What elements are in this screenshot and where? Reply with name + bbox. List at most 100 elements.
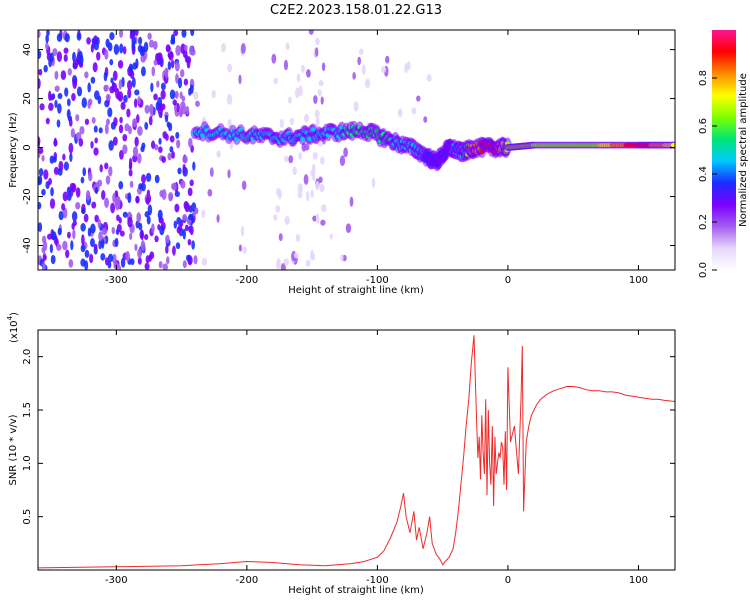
noise-blob xyxy=(141,142,146,150)
noise-blob xyxy=(71,222,75,230)
spectrogram-signal-track xyxy=(190,120,675,172)
noise-blob xyxy=(283,155,289,163)
noise-blob xyxy=(103,84,108,92)
noise-blob xyxy=(310,169,316,177)
noise-blob xyxy=(62,207,68,219)
noise-blob xyxy=(158,137,162,145)
noise-blob xyxy=(352,72,356,80)
spectrogram-y-label: Frequency (Hz) xyxy=(8,112,19,188)
noise-blob xyxy=(158,146,163,153)
noise-blob xyxy=(79,126,85,135)
snr-y-tick-label: 0.5 xyxy=(22,509,33,525)
noise-blob xyxy=(42,254,47,261)
noise-blob xyxy=(178,106,184,116)
noise-blob xyxy=(195,100,200,107)
snr-x-tick-label: -300 xyxy=(105,575,128,586)
noise-blob xyxy=(58,210,64,221)
noise-blob xyxy=(157,96,163,108)
noise-blob xyxy=(171,182,177,191)
noise-blob xyxy=(186,59,191,69)
noise-blob xyxy=(275,188,281,197)
noise-blob xyxy=(107,42,113,52)
noise-blob xyxy=(188,87,192,96)
noise-blob xyxy=(315,213,320,224)
noise-blob xyxy=(76,86,83,97)
noise-blob xyxy=(157,105,164,116)
noise-blob xyxy=(300,64,305,74)
noise-blob xyxy=(308,30,314,35)
noise-blob xyxy=(98,239,102,250)
noise-blob xyxy=(292,166,297,176)
noise-blob xyxy=(184,224,189,232)
noise-blob xyxy=(182,213,188,221)
noise-blob xyxy=(121,76,125,88)
spectrogram-noise xyxy=(38,30,432,270)
noise-blob xyxy=(38,168,44,177)
noise-blob xyxy=(172,245,176,256)
noise-blob xyxy=(138,183,143,190)
noise-blob xyxy=(118,124,124,134)
noise-blob xyxy=(108,140,114,151)
noise-blob xyxy=(313,95,318,104)
spectrogram-y-tick-label: 0 xyxy=(22,144,33,150)
noise-blob xyxy=(185,254,191,262)
noise-blob xyxy=(158,217,164,224)
noise-blob xyxy=(91,201,97,209)
noise-blob xyxy=(201,209,206,218)
noise-blob xyxy=(275,205,281,213)
noise-blob xyxy=(62,191,68,202)
noise-blob xyxy=(45,34,49,44)
noise-blob xyxy=(132,62,138,70)
noise-blob xyxy=(169,89,176,100)
noise-blob xyxy=(113,43,120,55)
noise-blob xyxy=(83,213,89,223)
noise-blob xyxy=(295,87,300,99)
noise-blob xyxy=(57,103,62,114)
colorbar-tick-label: 0.4 xyxy=(698,166,709,182)
noise-blob xyxy=(315,37,320,46)
noise-blob xyxy=(84,71,89,79)
noise-blob xyxy=(68,118,73,127)
noise-blob xyxy=(61,203,66,211)
noise-blob xyxy=(127,192,132,204)
noise-blob xyxy=(38,50,42,59)
noise-blob xyxy=(38,78,41,89)
noise-blob xyxy=(130,258,135,266)
noise-blob xyxy=(157,209,163,220)
noise-blob xyxy=(296,73,301,83)
noise-blob xyxy=(154,144,159,151)
noise-blob xyxy=(127,216,133,228)
colorbar-tick-label: 0.0 xyxy=(698,262,709,278)
snr-x-tick-label: 0 xyxy=(505,575,511,586)
noise-blob xyxy=(93,125,98,133)
noise-blob xyxy=(216,150,221,158)
noise-blob xyxy=(189,45,194,56)
noise-blob xyxy=(177,77,183,89)
noise-blob xyxy=(42,262,46,270)
noise-blob xyxy=(165,44,171,53)
noise-blob xyxy=(140,66,146,77)
noise-blob xyxy=(187,187,193,197)
noise-blob xyxy=(192,161,196,171)
noise-blob xyxy=(161,156,166,164)
noise-blob xyxy=(271,53,277,64)
noise-blob xyxy=(159,190,164,198)
noise-blob xyxy=(227,63,233,73)
noise-blob xyxy=(132,118,138,128)
noise-blob xyxy=(80,244,86,253)
noise-blob xyxy=(49,94,55,101)
noise-blob xyxy=(184,44,188,52)
noise-blob xyxy=(321,62,326,72)
noise-blob xyxy=(122,211,128,218)
noise-blob xyxy=(94,187,99,195)
noise-blob xyxy=(297,183,303,195)
noise-blob xyxy=(305,191,310,202)
noise-blob xyxy=(92,62,98,73)
noise-blob xyxy=(339,155,346,167)
spectrogram-y-ticks: 40 20 0 -20 -40 xyxy=(22,43,675,254)
noise-blob xyxy=(122,144,128,155)
noise-blob xyxy=(104,257,109,266)
noise-blob xyxy=(164,114,169,123)
noise-blob xyxy=(150,82,154,93)
noise-blob xyxy=(175,73,179,84)
